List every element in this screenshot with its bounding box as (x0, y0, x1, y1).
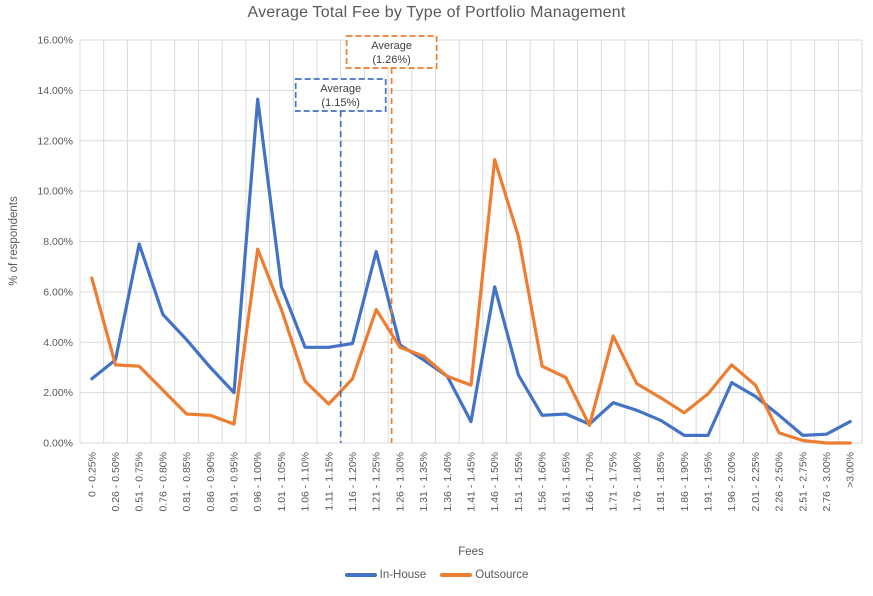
series-line-outsource (90, 158, 852, 445)
x-tick-label: 0 - 0.25% (86, 452, 98, 497)
average-annotation-value: (1.26%) (372, 54, 411, 66)
x-tick-label: 1.46 - 1.50% (489, 452, 501, 512)
series-line-in-house (90, 97, 852, 437)
y-axis-title: % of respondents (8, 196, 20, 286)
y-tick-label: 10.00% (37, 186, 73, 198)
y-tick-label: 8.00% (43, 236, 73, 248)
x-tick-label: 1.16 - 1.20% (347, 452, 359, 512)
legend-item-in-house: In-House (344, 569, 427, 581)
x-tick-label: 1.86 - 1.90% (679, 452, 691, 512)
y-tick-label: 4.00% (43, 337, 73, 349)
x-tick-label: 2.76 - 3.00% (821, 452, 833, 512)
x-tick-label: 1.76 - 1.80% (631, 452, 643, 512)
x-tick-label: 0.81 - 0.85% (181, 452, 193, 512)
x-tick-label: 1.71 - 1.75% (608, 452, 620, 512)
x-tick-label: 1.01 - 1.05% (276, 452, 288, 512)
average-annotation-value: (1.15%) (321, 97, 360, 109)
legend-label-in-house: In-House (379, 569, 427, 581)
x-tick-label: 1.66 - 1.70% (584, 452, 596, 512)
x-tick-label: >3.00% (845, 452, 857, 488)
x-tick-label: 1.06 - 1.10% (300, 452, 312, 512)
y-tick-label: 6.00% (43, 286, 73, 298)
outsource-line-swatch (440, 573, 473, 577)
average-annotation-text: Average (320, 83, 361, 95)
x-tick-label: 1.91 - 1.95% (703, 452, 715, 512)
average-annotation-text: Average (371, 40, 412, 52)
x-axis-title: Fees (458, 546, 484, 558)
average-annotation-box (345, 35, 438, 69)
x-tick-label: 1.56 - 1.60% (537, 452, 549, 512)
x-tick-label: 1.11 - 1.15% (323, 452, 335, 511)
x-tick-label: 0.86 - 0.90% (205, 452, 217, 512)
legend-label-outsource: Outsource (475, 569, 529, 581)
y-tick-label: 0.00% (43, 438, 73, 450)
x-tick-label: 1.31 - 1.35% (418, 452, 430, 512)
x-tick-label: 1.21 - 1.25% (371, 452, 383, 512)
y-tick-label: 2.00% (43, 387, 73, 399)
x-tick-label: 1.81 - 1.85% (655, 452, 667, 512)
y-tick-label: 16.00% (37, 35, 73, 47)
x-tick-label: 1.26 - 1.30% (394, 452, 406, 512)
x-tick-label: 0.51 - 0.75% (134, 452, 146, 512)
x-tick-label: 1.36 - 1.40% (442, 452, 454, 512)
x-tick-label: 1.61 - 1.65% (560, 452, 572, 512)
x-tick-label: 2.26 - 2.50% (774, 452, 786, 512)
x-tick-label: 0.76 - 0.80% (157, 452, 169, 512)
x-tick-label: 1.51 - 1.55% (513, 452, 525, 512)
x-tick-label: 1.96 - 2.00% (726, 452, 738, 512)
x-tick-label: 0.26 - 0.50% (110, 452, 122, 512)
x-tick-label: 0.96 - 1.00% (252, 452, 264, 512)
y-tick-label: 14.00% (37, 85, 73, 97)
x-tick-label: 2.01 - 2.25% (750, 452, 762, 512)
x-tick-label: 2.51 - 2.75% (797, 452, 809, 512)
y-tick-label: 12.00% (37, 135, 73, 147)
average-annotation-box (294, 78, 387, 112)
chart-title: Average Total Fee by Type of Portfolio M… (247, 4, 626, 21)
x-tick-label: 0.91 - 0.95% (229, 452, 241, 512)
in-house-line-swatch (344, 573, 377, 577)
x-tick-label: 1.41 - 1.45% (466, 452, 478, 512)
legend: In-House Outsource (0, 569, 873, 581)
legend-item-outsource: Outsource (440, 569, 528, 581)
